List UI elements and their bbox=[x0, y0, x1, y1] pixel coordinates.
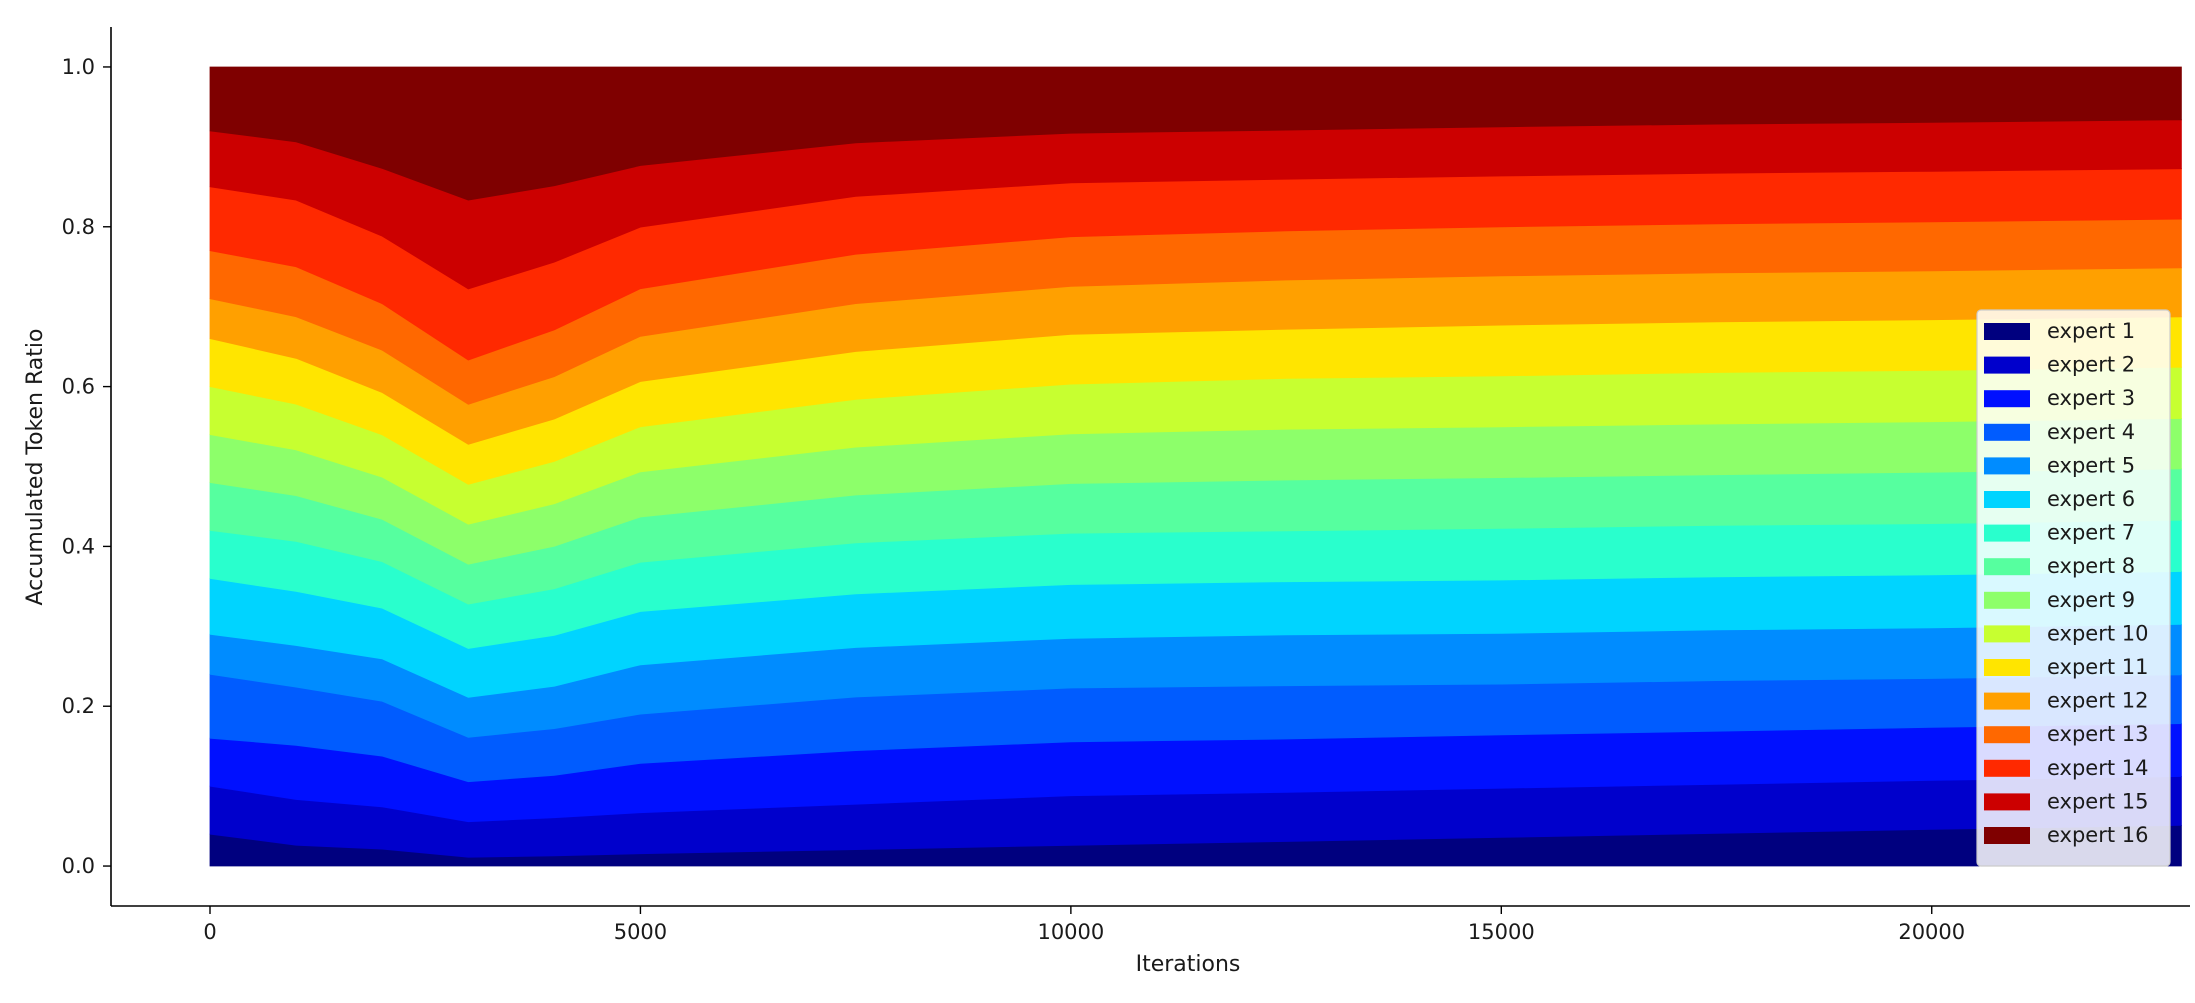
legend-swatch bbox=[1984, 625, 2030, 643]
x-tick-label: 20000 bbox=[1898, 920, 1965, 944]
y-tick-label: 0.2 bbox=[62, 694, 95, 718]
legend-label: expert 10 bbox=[2047, 621, 2149, 645]
legend-label: expert 9 bbox=[2047, 588, 2135, 612]
legend-label: expert 7 bbox=[2047, 521, 2135, 545]
x-tick-label: 15000 bbox=[1468, 920, 1535, 944]
legend-label: expert 12 bbox=[2047, 689, 2149, 713]
legend-swatch bbox=[1984, 323, 2030, 340]
legend-swatch bbox=[1984, 457, 2030, 475]
legend-label: expert 1 bbox=[2047, 319, 2135, 343]
y-tick-label: 1.0 bbox=[62, 55, 95, 79]
legend-swatch bbox=[1984, 356, 2030, 374]
x-tick-label: 10000 bbox=[1037, 920, 1104, 944]
legend-swatch bbox=[1984, 793, 2030, 811]
legend-swatch bbox=[1984, 659, 2030, 676]
legend-swatch bbox=[1984, 524, 2030, 542]
legend-swatch bbox=[1984, 390, 2030, 408]
legend-swatch bbox=[1984, 558, 2030, 576]
legend-label: expert 13 bbox=[2047, 722, 2149, 746]
legend-label: expert 4 bbox=[2047, 420, 2135, 444]
legend-label: expert 8 bbox=[2047, 554, 2135, 578]
area-expert-16 bbox=[209, 66, 2182, 201]
legend: expert 1 expert 2 expert 3 expert 4 expert 5… bbox=[1976, 309, 2171, 867]
y-tick-label: 0.6 bbox=[62, 375, 95, 399]
legend-swatch bbox=[1984, 827, 2030, 844]
y-ticks: 0.0 0.2 0.4 0.6 0.8 1.0 bbox=[62, 55, 111, 878]
y-tick-label: 0.4 bbox=[62, 534, 95, 558]
legend-label: expert 15 bbox=[2047, 789, 2149, 813]
legend-swatch bbox=[1984, 726, 2030, 744]
legend-label: expert 6 bbox=[2047, 487, 2135, 511]
legend-label: expert 14 bbox=[2047, 756, 2149, 780]
x-tick-label: 0 bbox=[203, 920, 216, 944]
x-axis-label: Iterations bbox=[1136, 952, 1241, 977]
legend-label: expert 2 bbox=[2047, 353, 2135, 377]
legend-label: expert 5 bbox=[2047, 453, 2135, 477]
x-tick-label: 5000 bbox=[614, 920, 667, 944]
legend-swatch bbox=[1984, 491, 2030, 508]
legend-swatch bbox=[1984, 423, 2030, 441]
axes bbox=[110, 27, 2190, 907]
area-layers bbox=[209, 66, 2182, 867]
legend-swatch bbox=[1984, 692, 2030, 710]
legend-label: expert 11 bbox=[2047, 655, 2149, 679]
legend-swatch bbox=[1984, 759, 2030, 777]
legend-label: expert 16 bbox=[2047, 823, 2149, 847]
y-tick-label: 0.0 bbox=[62, 854, 95, 878]
y-axis-label: Accumulated Token Ratio bbox=[23, 329, 48, 606]
x-ticks: 0 5000 10000 15000 20000 bbox=[203, 906, 1965, 944]
legend-swatch bbox=[1984, 591, 2030, 609]
y-tick-label: 0.8 bbox=[62, 215, 95, 239]
legend-label: expert 3 bbox=[2047, 386, 2135, 410]
